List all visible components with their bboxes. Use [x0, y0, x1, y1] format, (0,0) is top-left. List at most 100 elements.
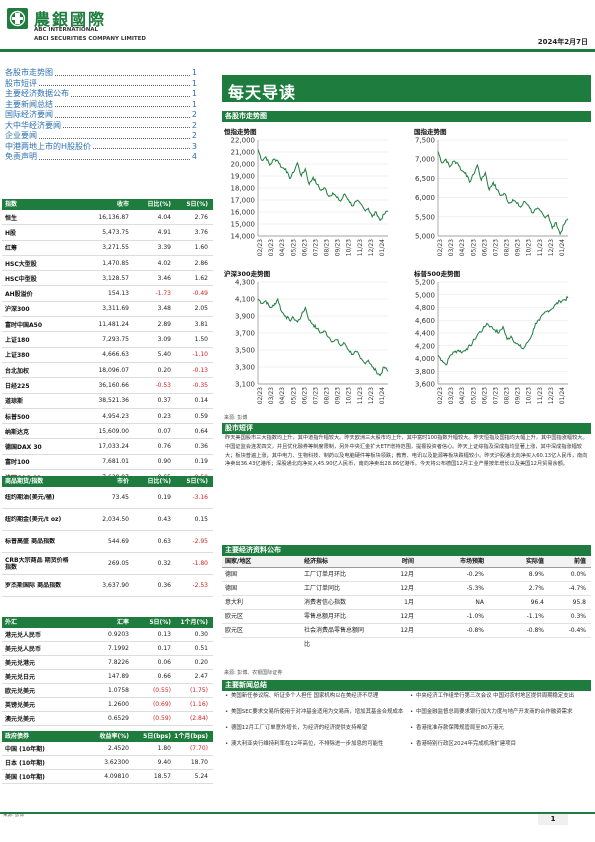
toc-item[interactable]: 大中华经济要闻 2	[5, 121, 197, 132]
econ-cell-exp: -0.8%	[466, 627, 484, 634]
report-date: 2024年2月7日	[537, 38, 588, 46]
table-cell-five: 0.17	[157, 645, 171, 652]
table-cell-day: 0.76	[157, 443, 171, 451]
toc-item-title: 各股市走势图	[5, 68, 53, 77]
econ-data-table: 国家/地区 经济指标 时间 市场预期 实际值 前值 德国 工厂订单月环比 12月 -0.2% 8.9…	[222, 556, 591, 648]
econ-row: 意大利 消费者信心指数 1月 NA 96.4 95.8	[222, 596, 591, 610]
table-header-cell: 指数	[5, 201, 18, 208]
table-cell-name: 沪深300	[5, 306, 30, 314]
toc-item[interactable]: 中港两地上市的H股股价 3	[5, 142, 197, 153]
econ-cell-exp: -1.0%	[466, 613, 484, 620]
toc-item-title: 大中华经济要闻	[5, 120, 61, 130]
toc-item-page: 2	[191, 120, 197, 130]
table-cell-close: 4,666.63	[102, 351, 129, 359]
x-tick-label: 03/23	[448, 387, 455, 404]
table-cell-name: 港元兑人民币	[5, 632, 42, 639]
table-cell-price: 544.69	[108, 538, 129, 545]
x-tick-label: 10/23	[346, 387, 353, 404]
table-cell-day: 3.48	[157, 305, 171, 313]
econ-cell-region: 德国	[225, 571, 238, 578]
table-cell-close: 36,160.66	[98, 381, 129, 389]
table-cell-rate: 7.8226	[108, 659, 129, 666]
table-header-cell: 日比(%)	[147, 201, 172, 208]
table-row: CRB大宗商品 期货价格指数 269.05 0.32 -1.80	[2, 553, 213, 575]
y-tick-label: 14,000	[231, 233, 256, 241]
toc-item[interactable]: 主要新闻总结 1	[5, 100, 197, 111]
toc-item[interactable]: 主要经济数据公布 1	[5, 89, 197, 100]
table-row: 美元兑人民币 7.1992 0.17 0.51	[2, 642, 213, 656]
table-cell-name: AH股溢价	[5, 291, 33, 299]
table-cell-day: 0.63	[157, 538, 171, 545]
table-cell-close: 7,681.01	[102, 458, 129, 466]
y-tick-label: 3,300	[235, 364, 255, 372]
table-cell-name: 标普500	[5, 413, 30, 421]
hsi-chart-title: 恒指走势图	[224, 128, 257, 136]
econ-cell-act: 2.7%	[528, 585, 544, 592]
x-tick-label: 04/23	[279, 387, 286, 404]
table-cell-name: 上证380	[5, 352, 30, 360]
table-cell-rate: 0.9203	[108, 631, 129, 638]
table-row: 日本 (10年期) 3.62300 9.40 18.70	[2, 756, 213, 770]
y-tick-label: 3,900	[235, 313, 255, 321]
table-cell-price: 2,034.50	[102, 516, 129, 523]
table-cell-name: 德国DAX 30	[5, 444, 42, 452]
table-cell-five: 1.62	[194, 274, 208, 282]
footer-divider	[0, 812, 595, 814]
econ-header-cell: 国家/地区	[225, 558, 252, 565]
table-cell-close: 16,136.87	[98, 213, 129, 221]
x-tick-label: 06/23	[481, 239, 488, 256]
x-tick-label: 04/23	[279, 239, 286, 256]
x-tick-label: 05/23	[290, 387, 297, 404]
table-cell-five: -2.53	[192, 582, 208, 589]
toc-item[interactable]: 企业要闻 2	[5, 131, 197, 142]
table-of-contents: 各股市走势图 1 股市短评 1 主要经济数据公布 1 主要新闻总结 1 国际经济要闻 2 大中华经济…	[5, 68, 197, 163]
news-item: 中国金融监督总局要求银行加大力度与地产开发商的合作融资需求	[410, 708, 590, 716]
news-item: 美国SEC要求交易所使用于对冲基金适用为交易商，增加其基金合规成本	[225, 708, 405, 716]
econ-header-cell: 时间	[401, 558, 414, 565]
x-tick-label: 07/23	[492, 387, 499, 404]
x-tick-label: 08/23	[324, 239, 331, 256]
y-tick-label: 3,100	[235, 381, 255, 389]
table-row: 美国 (10年期) 4.09810 18.57 5.24	[2, 770, 213, 784]
news-item: 澳大利亚央行维持利率在12年高位，不排除进一步加息的可能性	[225, 740, 405, 748]
x-tick-label: 09/23	[515, 239, 522, 256]
series-line	[257, 297, 389, 377]
y-tick-label: 5,500	[415, 213, 435, 221]
table-cell-close: 15,609.00	[98, 427, 129, 435]
toc-item-page: 2	[191, 131, 197, 140]
table-cell-five: 2.86	[194, 259, 208, 267]
x-tick-label: 03/23	[448, 239, 455, 256]
news-header: 主要新闻总结	[222, 680, 591, 691]
table-row: 上证380 4,666.63 5.40 -1.10	[2, 348, 213, 363]
x-tick-label: 11/23	[357, 387, 364, 404]
econ-cell-prev: -0.4%	[568, 627, 586, 634]
table-cell-five: -2.95	[192, 538, 208, 545]
x-tick-label: 09/23	[515, 387, 522, 404]
table-cell-day: 0.37	[157, 397, 171, 405]
table-header-row: 外汇 汇率 5日(%) 1个月(%)	[2, 617, 213, 628]
toc-item[interactable]: 股市短评 1	[5, 79, 197, 90]
toc-item[interactable]: 各股市走势图 1	[5, 68, 197, 79]
table-cell-name: 英镑兑美元	[5, 702, 36, 709]
table-cell-price: 3,637.90	[102, 582, 129, 589]
table-row: 标普高盛 商品指数 544.69 0.63 -2.95	[2, 531, 213, 553]
brand-name-cn: 農銀國際	[34, 10, 107, 29]
toc-item-title: 股市短评	[5, 78, 37, 88]
table-cell-name: 红筹	[5, 245, 18, 253]
table-row: H股 5,473.75 4.91 3.76	[2, 225, 213, 241]
table-cell-name: 纳斯达克	[5, 428, 30, 436]
table-row: 英镑兑美元 1.2600 (0.69) (1.16)	[2, 698, 213, 712]
econ-cell-act: -0.8%	[526, 627, 544, 634]
x-tick-label: 02/23	[437, 387, 444, 404]
table-row: 道琼斯 38,521.36 0.37 0.14	[2, 394, 213, 409]
table-row: 罗杰斯国际 商品指数 3,637.90 0.36 -2.53	[2, 575, 213, 597]
table-cell-five: 1.50	[194, 336, 208, 344]
econ-cell-time: 12月	[400, 613, 414, 620]
econ-cell-time: 12月	[400, 627, 414, 634]
bonds-table: 政府债券 收益率(%) 5日(bps) 1个月(bps) 中国 (10年期) 2.4520…	[2, 731, 213, 784]
toc-leader	[39, 152, 190, 160]
econ-cell-exp: -0.2%	[466, 571, 484, 578]
toc-item[interactable]: 免责声明 4	[5, 152, 197, 163]
toc-item[interactable]: 国际经济要闻 2	[5, 110, 197, 121]
x-tick-label: 09/23	[335, 239, 342, 256]
